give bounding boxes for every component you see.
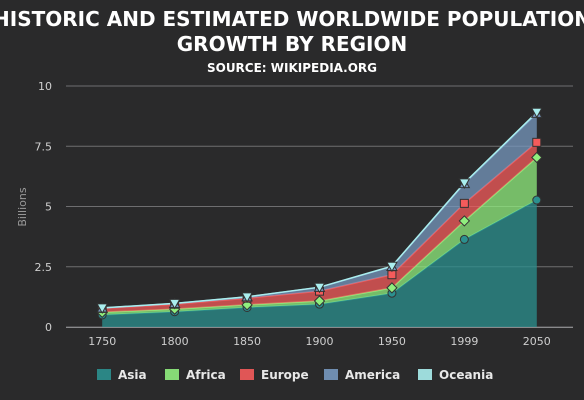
marker-africa-2050	[531, 151, 543, 164]
series-markers	[96, 107, 543, 320]
legend-label-america: America	[345, 368, 400, 382]
legend-swatch-oceania	[418, 369, 432, 380]
marker-oceania-1750	[96, 303, 109, 314]
y-tick-label-3: 7.5	[35, 140, 53, 153]
x-tick-label-1850: 1850	[233, 335, 261, 348]
marker-europe-1999	[459, 198, 469, 208]
y-axis-title: Billions	[16, 187, 29, 226]
chart-subtitle: SOURCE: WIKIPEDIA.ORG	[207, 61, 377, 75]
marker-oceania-1850	[241, 292, 253, 303]
legend-label-oceania: Oceania	[439, 368, 493, 382]
marker-europe-2050	[532, 137, 542, 147]
legend-swatch-africa	[165, 369, 179, 380]
x-tick-label-1950: 1950	[378, 335, 406, 348]
y-tick-label-2: 5	[45, 201, 52, 214]
area-america	[102, 113, 537, 309]
x-tick-label-1750: 1750	[88, 335, 116, 348]
legend-swatch-europe	[240, 369, 254, 380]
marker-oceania-1950	[386, 261, 398, 273]
x-tick-label-1800: 1800	[161, 335, 189, 348]
area-africa	[102, 157, 537, 315]
area-asia	[102, 200, 537, 327]
legend-label-europe: Europe	[261, 368, 309, 382]
y-tick-label-0: 0	[45, 321, 52, 334]
y-tick-label-1: 2.5	[35, 261, 53, 274]
marker-oceania-1900	[313, 282, 326, 294]
legend-swatch-america	[324, 369, 338, 380]
legend-swatch-asia	[97, 369, 111, 380]
marker-asia-1999	[459, 234, 469, 244]
legend: Asia Africa Europe America Oceania	[97, 368, 493, 382]
chart-title-line-1: HISTORIC AND ESTIMATED WORLDWIDE POPULAT…	[0, 7, 584, 31]
x-tick-label-1999: 1999	[450, 335, 478, 348]
legend-label-africa: Africa	[186, 368, 226, 382]
marker-africa-1900	[313, 295, 326, 307]
marker-oceania-1999	[458, 178, 471, 189]
x-tick-label-1900: 1900	[306, 335, 334, 348]
marker-africa-1999	[458, 215, 471, 227]
axis-labels: 0 2.5 5 7.5 10 1750 1800 1850 1900 1950 1999 2050	[35, 80, 551, 348]
chart-title-line-2: GROWTH BY REGION	[177, 32, 407, 56]
marker-asia-2050	[532, 195, 542, 205]
area-europe	[102, 142, 537, 313]
legend-label-asia: Asia	[118, 368, 147, 382]
marker-oceania-1800	[168, 298, 181, 310]
y-tick-label-4: 10	[38, 80, 52, 93]
x-tick-label-2050: 2050	[523, 335, 551, 348]
marker-africa-1950	[386, 282, 398, 294]
marker-oceania-2050	[530, 107, 543, 119]
